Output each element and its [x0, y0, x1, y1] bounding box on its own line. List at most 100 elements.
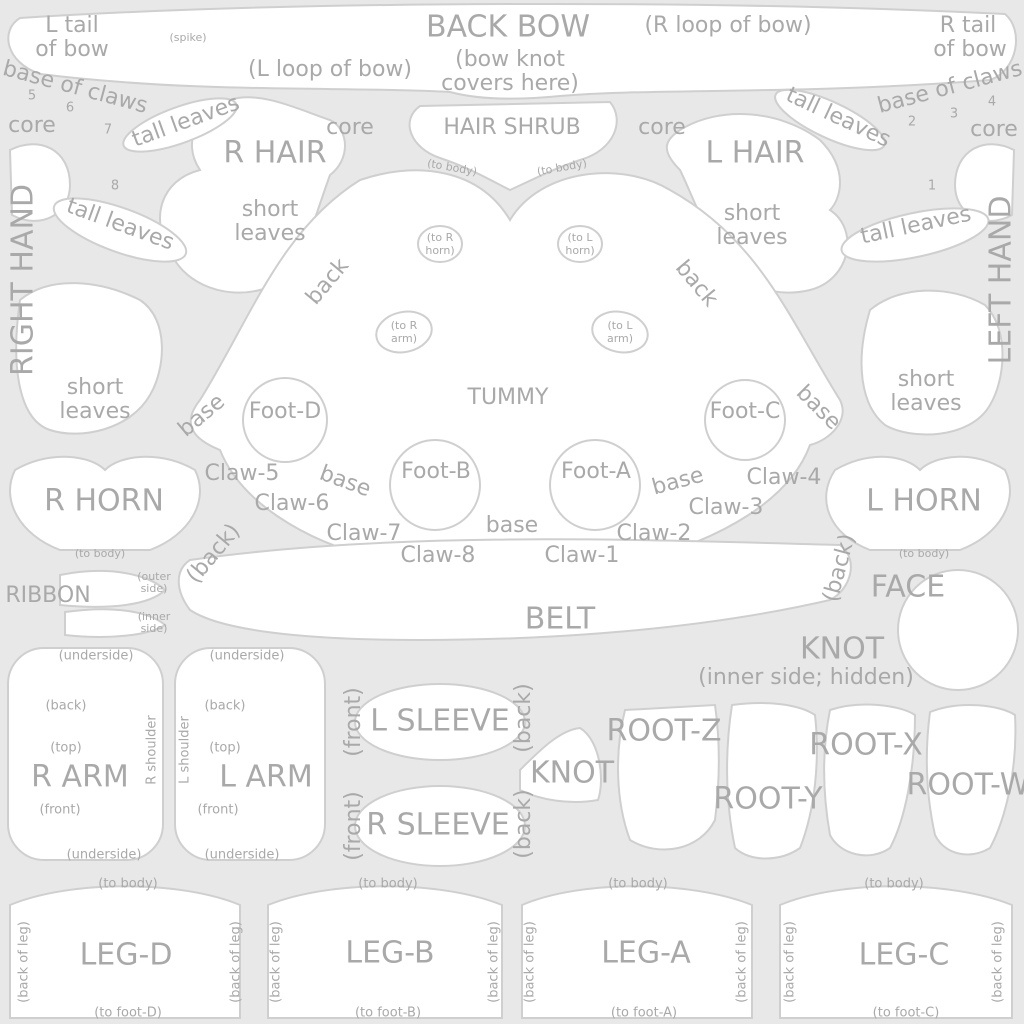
to-l-horn-connector [557, 225, 603, 263]
label-n8: 8 [111, 179, 119, 194]
to-r-horn-connector [417, 225, 463, 263]
label-to-l-arm-1: (to L [608, 319, 634, 332]
label-n7: 7 [104, 123, 112, 138]
r-sleeve-piece [354, 785, 526, 867]
label-underside-l-bot: (underside) [205, 848, 280, 863]
label-ribbon: RIBBON [5, 583, 90, 608]
leg-b-piece [267, 885, 503, 1019]
label-hair-shrub: HAIR SHRUB [443, 115, 580, 140]
label-short-leaves-4a: short [898, 367, 955, 392]
label-n5: 5 [28, 89, 36, 104]
label-short-leaves-4b: leaves [890, 391, 961, 416]
label-claw-5: Claw-5 [205, 461, 280, 486]
label-top-l-arm: (top) [209, 741, 240, 756]
label-to-foot-a: (to foot-A) [611, 1006, 677, 1021]
left-hand-short-leaves-piece [860, 289, 1004, 436]
label-bow-knot-2: covers here) [441, 71, 579, 96]
label-l-arm: L ARM [219, 760, 313, 795]
label-front-r-sleeve: (front) [341, 791, 366, 861]
label-core-1: core [8, 113, 56, 138]
label-back-of-leg-d1: (back of leg) [17, 921, 32, 1003]
ribbon-piece [64, 608, 167, 638]
label-tummy: TUMMY [467, 385, 550, 410]
label-back-bow: BACK BOW [426, 10, 590, 45]
label-leg-a: LEG-A [601, 936, 691, 971]
back-bow-piece [7, 2, 1017, 100]
label-short-leaves-2b: leaves [716, 225, 787, 250]
leg-d-piece [9, 885, 241, 1019]
label-left-hand: LEFT HAND [984, 196, 1019, 365]
to-l-arm-connector [591, 310, 649, 354]
label-to-l-arm-2: arm) [607, 332, 633, 345]
label-right-hand: RIGHT HAND [6, 184, 41, 376]
to-r-arm-connector [375, 310, 433, 354]
label-core-3: core [638, 115, 686, 140]
label-l-loop: (L loop of bow) [248, 57, 412, 82]
label-claw-1: Claw-1 [545, 543, 620, 568]
label-face: FACE [871, 570, 945, 605]
label-back-of-leg-c1: (back of leg) [783, 921, 798, 1003]
label-short-leaves-2a: short [724, 201, 781, 226]
label-to-r-arm-2: arm) [391, 332, 417, 345]
face-piece [897, 569, 1019, 691]
label-n3: 3 [950, 107, 958, 122]
label-to-body-leg-c: (to body) [864, 877, 923, 892]
tall-leaves-piece [774, 88, 886, 152]
right-hand-short-leaves-piece [15, 282, 163, 435]
label-back-r-arm: (back) [45, 699, 86, 714]
label-base-center: base [486, 513, 538, 538]
label-l-hair: L HAIR [705, 136, 804, 171]
label-back-of-leg-d2: (back of leg) [229, 921, 244, 1003]
label-foot-c: Foot-C [710, 399, 781, 424]
label-leg-d: LEG-D [80, 938, 173, 973]
l-horn-piece [825, 455, 1011, 551]
r-arm-piece [7, 647, 164, 861]
tummy-piece [189, 169, 844, 561]
root-x-piece [823, 703, 917, 857]
label-r-shoulder: R shoulder [145, 715, 160, 785]
label-root-y: ROOT-Y [713, 782, 823, 817]
label-root-z: ROOT-Z [606, 714, 721, 749]
label-n4: 4 [988, 95, 996, 110]
label-back-of-leg-a2: (back of leg) [735, 921, 750, 1003]
label-l-shoulder: L shoulder [178, 715, 193, 783]
label-short-leaves-1a: short [242, 197, 299, 222]
label-knot: KNOT [530, 756, 615, 791]
label-leg-c: LEG-C [859, 938, 950, 973]
label-back-of-leg-a1: (back of leg) [523, 921, 538, 1003]
label-r-arm: R ARM [31, 760, 129, 795]
label-back-l-sleeve: (back) [511, 683, 536, 752]
label-core-2: core [326, 115, 374, 140]
hair-shrub-piece [408, 100, 618, 192]
foot-b-piece [389, 439, 481, 531]
label-to-r-horn-2: horn) [425, 244, 454, 257]
label-foot-a: Foot-A [561, 459, 631, 484]
label-r-horn: R HORN [44, 484, 164, 519]
label-to-l-horn-2: horn) [565, 244, 594, 257]
label-short-leaves-3a: short [67, 375, 124, 400]
label-root-w: ROOT-W [907, 768, 1024, 803]
label-underside-r-bot: (underside) [67, 848, 142, 863]
foot-d-piece [242, 377, 328, 463]
label-back-of-leg-b2: (back of leg) [487, 921, 502, 1003]
root-z-piece [617, 703, 720, 851]
label-l-sleeve: L SLEEVE [370, 704, 509, 739]
label-outer-side-1: (outer [137, 570, 171, 583]
root-w-piece [925, 703, 1017, 856]
label-to-r-arm-1: (to R [391, 319, 418, 332]
label-belt: BELT [525, 602, 596, 637]
label-to-l-horn-1: (to L [568, 231, 594, 244]
label-l-horn: L HORN [866, 484, 982, 519]
label-top-r-arm: (top) [50, 741, 81, 756]
label-to-r-horn-1: (to R [427, 231, 454, 244]
label-to-body-leg-b: (to body) [358, 877, 417, 892]
r-horn-piece [9, 455, 201, 551]
tall-leaves-piece [122, 97, 238, 153]
label-leg-b: LEG-B [345, 936, 434, 971]
label-r-tail-2: of bow [933, 37, 1007, 62]
label-foot-d: Foot-D [249, 399, 321, 424]
right-hand-core-piece [8, 143, 72, 222]
label-l-tail-1: L tail [45, 13, 99, 38]
label-r-loop: (R loop of bow) [644, 13, 811, 38]
